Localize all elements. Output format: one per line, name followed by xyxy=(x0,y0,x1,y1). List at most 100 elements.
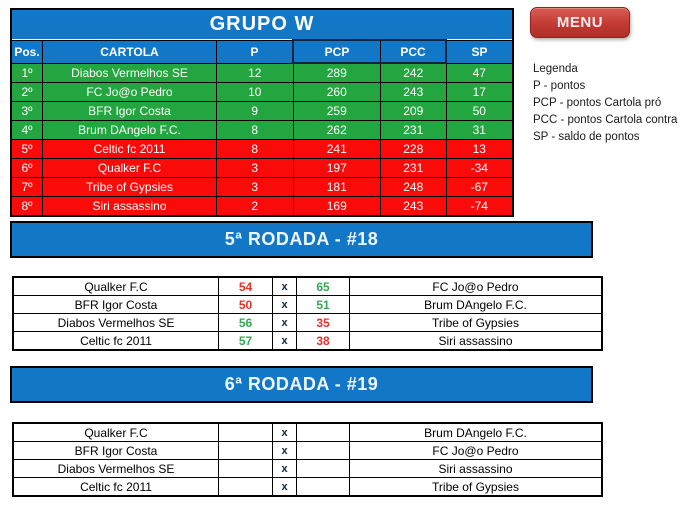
pos-cell[interactable]: 1º xyxy=(10,62,43,83)
away-score-cell[interactable]: 51 xyxy=(296,295,350,314)
col-header-sp[interactable]: SP xyxy=(445,39,514,64)
legend: Legenda P - pontos PCP - pontos Cartola … xyxy=(533,61,677,146)
home-team-cell[interactable]: Qualker F.C xyxy=(12,422,219,442)
team-cell[interactable]: Celtic fc 2011 xyxy=(42,139,217,159)
pcp-cell[interactable]: 181 xyxy=(292,177,381,197)
away-score-cell[interactable] xyxy=(296,477,350,497)
home-score-cell[interactable]: 57 xyxy=(218,331,273,351)
home-team-cell[interactable]: Qualker F.C xyxy=(12,276,219,296)
sp-cell[interactable]: 47 xyxy=(445,62,514,83)
home-score-cell[interactable]: 50 xyxy=(218,295,273,314)
away-score-cell[interactable] xyxy=(296,422,350,442)
pcc-cell[interactable]: 231 xyxy=(380,120,447,140)
away-team-cell[interactable]: FC Jo@o Pedro xyxy=(349,276,603,296)
home-score-cell[interactable]: 56 xyxy=(218,313,273,332)
sp-cell[interactable]: -74 xyxy=(445,196,514,217)
pcc-cell[interactable]: 248 xyxy=(380,177,447,197)
p-cell[interactable]: 3 xyxy=(216,177,294,197)
group-title[interactable]: GRUPO W xyxy=(10,8,514,41)
home-team-cell[interactable]: BFR Igor Costa xyxy=(12,295,219,314)
away-team-cell[interactable]: Tribe of Gypsies xyxy=(349,313,603,332)
home-score-cell[interactable]: 54 xyxy=(218,276,273,296)
separator-cell[interactable]: x xyxy=(272,313,297,332)
col-header-pcc[interactable]: PCC xyxy=(380,39,447,64)
standings-row: 7º Tribe of Gypsies 3 181 248 -67 xyxy=(10,177,514,197)
pcp-cell[interactable]: 260 xyxy=(292,82,381,102)
pcc-cell[interactable]: 242 xyxy=(380,62,447,83)
pcc-cell[interactable]: 243 xyxy=(380,82,447,102)
pos-cell[interactable]: 3º xyxy=(10,101,43,121)
sp-cell[interactable]: -34 xyxy=(445,158,514,178)
pos-cell[interactable]: 7º xyxy=(10,177,43,197)
home-team-cell[interactable]: Celtic fc 2011 xyxy=(12,477,219,497)
col-header-pos[interactable]: Pos. xyxy=(10,39,43,64)
home-score-cell[interactable] xyxy=(218,459,273,478)
pos-cell[interactable]: 2º xyxy=(10,82,43,102)
team-cell[interactable]: Diabos Vermelhos SE xyxy=(42,62,217,83)
p-cell[interactable]: 8 xyxy=(216,139,294,159)
sp-cell[interactable]: 50 xyxy=(445,101,514,121)
away-score-cell[interactable]: 38 xyxy=(296,331,350,351)
sp-cell[interactable]: -67 xyxy=(445,177,514,197)
home-score-cell[interactable] xyxy=(218,422,273,442)
pcc-cell[interactable]: 228 xyxy=(380,139,447,159)
away-score-cell[interactable] xyxy=(296,441,350,460)
away-team-cell[interactable]: Tribe of Gypsies xyxy=(349,477,603,497)
home-team-cell[interactable]: Diabos Vermelhos SE xyxy=(12,313,219,332)
menu-button[interactable]: MENU xyxy=(530,7,630,38)
col-header-pcp[interactable]: PCP xyxy=(292,39,381,64)
separator-cell[interactable]: x xyxy=(272,422,297,442)
p-cell[interactable]: 2 xyxy=(216,196,294,217)
separator-cell[interactable]: x xyxy=(272,276,297,296)
away-score-cell[interactable]: 35 xyxy=(296,313,350,332)
home-score-cell[interactable] xyxy=(218,477,273,497)
team-cell[interactable]: FC Jo@o Pedro xyxy=(42,82,217,102)
sp-cell[interactable]: 13 xyxy=(445,139,514,159)
pos-cell[interactable]: 4º xyxy=(10,120,43,140)
separator-cell[interactable]: x xyxy=(272,459,297,478)
team-cell[interactable]: Brum DAngelo F.C. xyxy=(42,120,217,140)
team-cell[interactable]: BFR Igor Costa xyxy=(42,101,217,121)
pcp-cell[interactable]: 241 xyxy=(292,139,381,159)
p-cell[interactable]: 9 xyxy=(216,101,294,121)
away-team-cell[interactable]: FC Jo@o Pedro xyxy=(349,441,603,460)
away-team-cell[interactable]: Brum DAngelo F.C. xyxy=(349,295,603,314)
away-score-cell[interactable]: 65 xyxy=(296,276,350,296)
home-team-cell[interactable]: BFR Igor Costa xyxy=(12,441,219,460)
away-team-cell[interactable]: Brum DAngelo F.C. xyxy=(349,422,603,442)
pcp-cell[interactable]: 259 xyxy=(292,101,381,121)
legend-title: Legenda xyxy=(533,63,578,75)
away-team-cell[interactable]: Siri assassino xyxy=(349,331,603,351)
pcp-cell[interactable]: 169 xyxy=(292,196,381,217)
pcc-cell[interactable]: 209 xyxy=(380,101,447,121)
separator-cell[interactable]: x xyxy=(272,331,297,351)
pos-cell[interactable]: 8º xyxy=(10,196,43,217)
sp-cell[interactable]: 31 xyxy=(445,120,514,140)
separator-cell[interactable]: x xyxy=(272,441,297,460)
col-header-cartola[interactable]: CARTOLA xyxy=(42,39,217,64)
team-cell[interactable]: Qualker F.C xyxy=(42,158,217,178)
away-team-cell[interactable]: Siri assassino xyxy=(349,459,603,478)
p-cell[interactable]: 3 xyxy=(216,158,294,178)
home-score-cell[interactable] xyxy=(218,441,273,460)
team-cell[interactable]: Tribe of Gypsies xyxy=(42,177,217,197)
pos-cell[interactable]: 5º xyxy=(10,139,43,159)
p-cell[interactable]: 12 xyxy=(216,62,294,83)
pcc-cell[interactable]: 231 xyxy=(380,158,447,178)
match-row: BFR Igor Costa x FC Jo@o Pedro xyxy=(12,441,603,460)
home-team-cell[interactable]: Diabos Vermelhos SE xyxy=(12,459,219,478)
pcp-cell[interactable]: 197 xyxy=(292,158,381,178)
sp-cell[interactable]: 17 xyxy=(445,82,514,102)
away-score-cell[interactable] xyxy=(296,459,350,478)
pcc-cell[interactable]: 243 xyxy=(380,196,447,217)
separator-cell[interactable]: x xyxy=(272,477,297,497)
home-team-cell[interactable]: Celtic fc 2011 xyxy=(12,331,219,351)
separator-cell[interactable]: x xyxy=(272,295,297,314)
p-cell[interactable]: 10 xyxy=(216,82,294,102)
col-header-p[interactable]: P xyxy=(216,39,294,64)
team-cell[interactable]: Siri assassino xyxy=(42,196,217,217)
p-cell[interactable]: 8 xyxy=(216,120,294,140)
pos-cell[interactable]: 6º xyxy=(10,158,43,178)
pcp-cell[interactable]: 262 xyxy=(292,120,381,140)
pcp-cell[interactable]: 289 xyxy=(292,62,381,83)
